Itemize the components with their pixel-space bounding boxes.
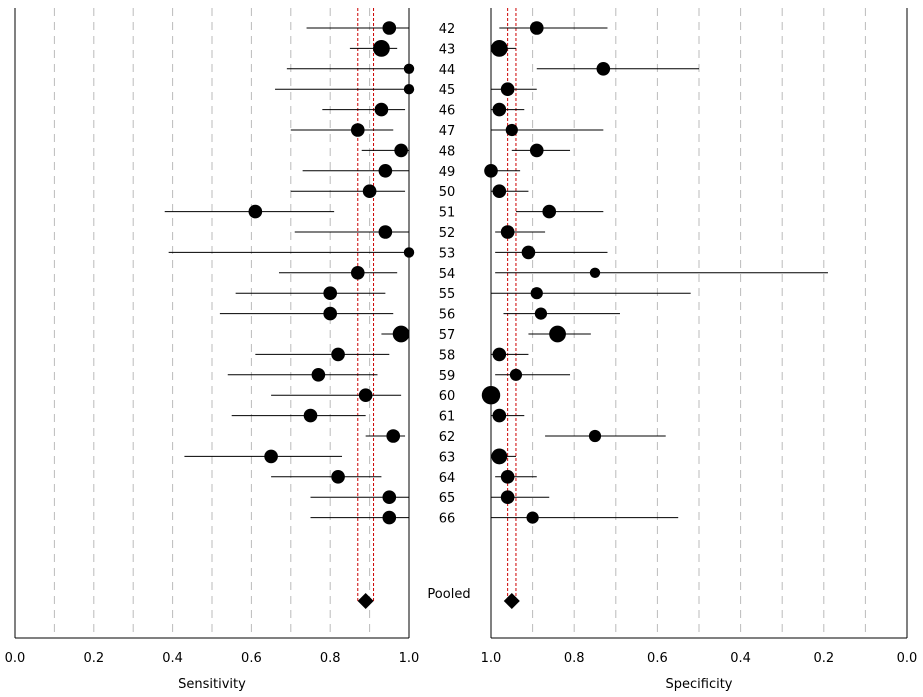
specificity-study-marker bbox=[481, 385, 501, 405]
study-id-label: 50 bbox=[439, 185, 456, 200]
study-id-label: 47 bbox=[439, 124, 456, 139]
study-id-label: 56 bbox=[439, 308, 456, 323]
sensitivity-study-marker bbox=[403, 247, 415, 258]
study-id-label: 57 bbox=[439, 328, 456, 343]
sensitivity-study-marker bbox=[248, 204, 263, 219]
specificity-study-marker bbox=[505, 123, 518, 137]
study-id-label: 48 bbox=[439, 144, 456, 159]
study-id-label: 55 bbox=[439, 287, 456, 302]
specificity-panel: 1.0 0.8 0.6 0.4 0.2 0.0 bbox=[481, 8, 918, 666]
sensitivity-tick-label: 1.0 bbox=[399, 651, 420, 666]
specificity-tick-label: 1.0 bbox=[481, 651, 502, 666]
specificity-study-marker bbox=[529, 21, 544, 35]
study-id-label: 65 bbox=[439, 491, 456, 506]
sensitivity-study-marker bbox=[358, 388, 373, 403]
specificity-tick-label: 0.2 bbox=[813, 651, 834, 666]
sensitivity-study-marker bbox=[350, 265, 365, 280]
specificity-study-marker bbox=[492, 347, 507, 362]
sensitivity-tick-label: 0.2 bbox=[83, 651, 104, 666]
sensitivity-study-marker bbox=[303, 408, 318, 423]
specificity-study-marker bbox=[500, 82, 515, 97]
sensitivity-tick-label: 0.4 bbox=[162, 651, 183, 666]
study-id-label: 53 bbox=[439, 246, 456, 261]
specificity-study-marker bbox=[534, 307, 548, 320]
sensitivity-study-marker bbox=[403, 84, 415, 95]
specificity-study-marker bbox=[492, 102, 507, 117]
specificity-tick-label: 0.0 bbox=[897, 651, 918, 666]
specificity-study-marker bbox=[542, 204, 557, 219]
study-id-label: 60 bbox=[439, 389, 456, 404]
specificity-study-marker bbox=[588, 429, 602, 443]
specificity-study-marker bbox=[526, 511, 539, 524]
study-id-label: 59 bbox=[439, 369, 456, 384]
sensitivity-study-marker bbox=[392, 325, 410, 343]
specificity-pooled-diamond bbox=[503, 593, 520, 609]
specificity-study-marker bbox=[521, 245, 536, 260]
specificity-study-marker bbox=[500, 490, 515, 505]
pooled-label: Pooled bbox=[427, 587, 470, 602]
study-id-label: 54 bbox=[439, 267, 456, 282]
study-id-label: 63 bbox=[439, 450, 456, 465]
specificity-axis-label: Specificity bbox=[666, 677, 733, 692]
sensitivity-study-marker bbox=[382, 490, 397, 505]
sensitivity-axis-label: Sensitivity bbox=[178, 677, 246, 692]
sensitivity-study-marker bbox=[394, 143, 408, 158]
sensitivity-study-marker bbox=[331, 469, 345, 484]
sensitivity-tick-label: 0.6 bbox=[241, 651, 262, 666]
specificity-study-marker bbox=[490, 40, 508, 57]
study-id-label: 64 bbox=[439, 471, 456, 486]
study-id-label: 52 bbox=[439, 226, 456, 241]
sensitivity-study-marker bbox=[378, 225, 393, 239]
specificity-study-marker bbox=[530, 287, 543, 300]
specificity-study-marker bbox=[500, 469, 515, 484]
study-id-label: 51 bbox=[439, 206, 456, 221]
sensitivity-tick-label: 0.8 bbox=[320, 651, 341, 666]
specificity-study-marker bbox=[549, 325, 566, 343]
sensitivity-study-marker bbox=[373, 40, 390, 57]
specificity-study-marker bbox=[492, 184, 507, 199]
study-id-label: 44 bbox=[439, 63, 456, 78]
sensitivity-study-marker bbox=[386, 429, 401, 443]
specificity-study-marker bbox=[529, 143, 544, 158]
study-id-label: 46 bbox=[439, 104, 456, 119]
specificity-tick-label: 0.4 bbox=[730, 651, 751, 666]
study-id-label: 58 bbox=[439, 348, 456, 363]
specificity-study-marker bbox=[484, 163, 498, 178]
sensitivity-study-marker bbox=[323, 286, 338, 301]
study-id-label: 43 bbox=[439, 42, 456, 57]
sensitivity-study-marker bbox=[374, 102, 389, 117]
study-id-label: 42 bbox=[439, 22, 456, 37]
study-label-column: 42 43 44 45 46 47 48 49 50 51 52 53 54 55 56 57 58 59 60 61… bbox=[439, 22, 456, 527]
sensitivity-study-marker bbox=[403, 63, 415, 74]
specificity-tick-label: 0.8 bbox=[564, 651, 585, 666]
study-id-label: 66 bbox=[439, 512, 456, 527]
sensitivity-study-marker bbox=[323, 306, 338, 321]
study-id-label: 45 bbox=[439, 83, 456, 98]
specificity-study-marker bbox=[491, 448, 508, 465]
sensitivity-study-marker bbox=[382, 21, 397, 35]
sensitivity-panel: 0.0 0.2 0.4 0.6 0.8 1.0 bbox=[5, 8, 420, 666]
sensitivity-study-marker bbox=[362, 184, 377, 199]
sensitivity-study-marker bbox=[378, 163, 393, 178]
study-id-label: 49 bbox=[439, 165, 456, 180]
sensitivity-study-marker bbox=[382, 510, 397, 525]
specificity-tick-label: 0.6 bbox=[647, 651, 668, 666]
specificity-study-marker bbox=[589, 267, 601, 278]
sensitivity-study-marker bbox=[331, 347, 345, 362]
study-id-label: 61 bbox=[439, 410, 456, 425]
sensitivity-tick-label: 0.0 bbox=[5, 651, 26, 666]
specificity-study-marker bbox=[500, 225, 515, 239]
sensitivity-study-marker bbox=[264, 449, 278, 464]
study-id-label: 62 bbox=[439, 430, 456, 445]
sensitivity-study-marker bbox=[350, 123, 365, 137]
specificity-study-marker bbox=[492, 408, 507, 423]
sensitivity-pooled-diamond bbox=[357, 593, 374, 609]
sensitivity-study-marker bbox=[311, 367, 326, 382]
specificity-study-marker bbox=[596, 61, 611, 76]
specificity-study-marker bbox=[509, 368, 523, 381]
